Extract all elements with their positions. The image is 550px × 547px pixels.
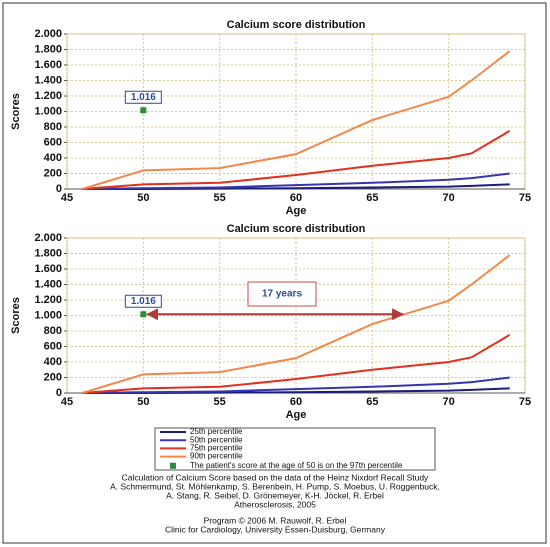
x-tick-label: 50 bbox=[137, 192, 149, 204]
footer-line: A. Schmermund, St. Möhlenkamp, S. Berenb… bbox=[110, 481, 440, 491]
y-tick-label: 1.800 bbox=[34, 247, 62, 259]
legend-label: 25th percentile bbox=[190, 427, 243, 436]
y-tick-label: 1.600 bbox=[34, 263, 62, 275]
footer-line: Clinic for Cardiology, University Essen-… bbox=[165, 524, 386, 534]
y-tick-label: 2.000 bbox=[34, 232, 62, 244]
x-axis-label: Age bbox=[286, 205, 307, 217]
footer-line: A. Stang, R. Seibel, D. Grönemeyer, K-H.… bbox=[166, 490, 384, 500]
x-tick-label: 55 bbox=[214, 192, 226, 204]
series-line bbox=[82, 334, 511, 394]
footer-line: Atherosclerosis, 2005 bbox=[234, 499, 316, 509]
y-tick-label: 400 bbox=[44, 152, 62, 164]
footer-line: Calculation of Calcium Score based on th… bbox=[122, 472, 429, 482]
x-tick-label: 65 bbox=[366, 396, 378, 408]
legend-label: 90th percentile bbox=[190, 452, 243, 461]
x-tick-label: 45 bbox=[61, 192, 73, 204]
annotation-box bbox=[247, 281, 317, 307]
y-tick-label: 2.000 bbox=[34, 28, 62, 40]
x-tick-label: 75 bbox=[519, 396, 531, 408]
legend-swatch bbox=[170, 462, 176, 469]
x-tick-label: 45 bbox=[61, 396, 73, 408]
y-axis-label: Scores bbox=[10, 297, 22, 334]
x-tick-label: 55 bbox=[214, 396, 226, 408]
y-tick-label: 1.000 bbox=[34, 309, 62, 321]
chart-title: Calcium score distribution bbox=[227, 19, 366, 31]
value-label: 1.016 bbox=[131, 296, 156, 307]
y-tick-label: 1.200 bbox=[34, 294, 62, 306]
x-tick-label: 65 bbox=[366, 192, 378, 204]
series-line bbox=[82, 172, 510, 190]
y-tick-label: 800 bbox=[44, 325, 62, 337]
y-tick-label: 1.200 bbox=[34, 90, 62, 102]
legend-label: The patient's score at the age of 50 is … bbox=[190, 461, 403, 470]
series-line bbox=[82, 376, 510, 394]
x-tick-label: 70 bbox=[443, 396, 455, 408]
series-line bbox=[81, 50, 511, 190]
value-label-box bbox=[124, 90, 162, 104]
value-label: 1.016 bbox=[131, 92, 156, 103]
x-tick-label: 70 bbox=[443, 192, 455, 204]
y-tick-label: 0 bbox=[56, 387, 62, 399]
patient-point bbox=[140, 311, 147, 318]
y-tick-label: 1.800 bbox=[34, 43, 62, 55]
value-label-box bbox=[124, 294, 162, 308]
x-tick-label: 50 bbox=[137, 396, 149, 408]
annotation: 17 years bbox=[262, 289, 302, 300]
y-tick-label: 1.600 bbox=[34, 59, 62, 71]
x-tick-label: 60 bbox=[290, 396, 302, 408]
y-tick-label: 1.400 bbox=[34, 278, 62, 290]
series-line bbox=[81, 254, 511, 394]
y-tick-label: 400 bbox=[44, 356, 62, 368]
series-line bbox=[82, 130, 511, 190]
y-tick-label: 800 bbox=[44, 121, 62, 133]
y-tick-label: 0 bbox=[56, 183, 62, 195]
y-tick-label: 200 bbox=[44, 371, 62, 383]
legend-box bbox=[154, 427, 436, 471]
x-axis-label: Age bbox=[286, 409, 307, 421]
y-tick-label: 600 bbox=[44, 136, 62, 148]
y-tick-label: 200 bbox=[44, 167, 62, 179]
y-tick-label: 1.000 bbox=[34, 105, 62, 117]
x-tick-label: 60 bbox=[290, 192, 302, 204]
legend-label: 75th percentile bbox=[190, 444, 243, 453]
y-tick-label: 1.400 bbox=[34, 74, 62, 86]
y-axis-label: Scores bbox=[10, 93, 22, 130]
chart-title: Calcium score distribution bbox=[227, 223, 366, 235]
x-tick-label: 75 bbox=[519, 192, 531, 204]
legend-label: 50th percentile bbox=[190, 435, 243, 444]
y-tick-label: 600 bbox=[44, 340, 62, 352]
footer-line: Program © 2006 M. Rauwolf, R. Erbel bbox=[204, 515, 347, 525]
patient-point bbox=[140, 107, 147, 114]
